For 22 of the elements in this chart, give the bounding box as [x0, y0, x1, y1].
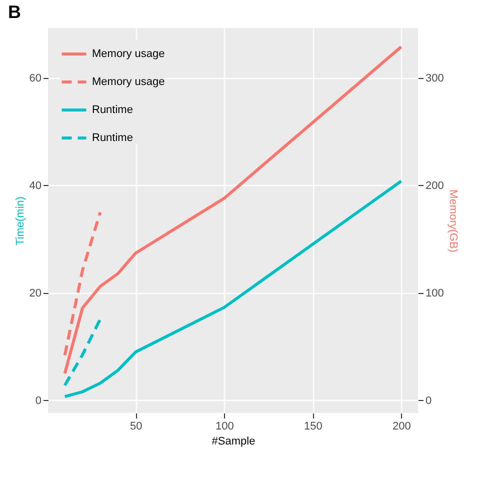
x-tick-label: 200 [392, 420, 411, 432]
y2-tick-label: 200 [426, 180, 444, 192]
x-tick-label: 150 [304, 420, 322, 432]
x-tick-label: 50 [130, 420, 142, 432]
y-tick-label: 0 [35, 394, 42, 407]
line-series [63, 180, 403, 398]
y2-axis-title: Memory(GB) [446, 190, 459, 252]
y-tick-label: 60 [29, 72, 42, 84]
y2-tick-label: 0 [426, 394, 432, 407]
legend-label: Memory usage [92, 48, 165, 60]
y-tick-label: 20 [29, 287, 42, 300]
chart-title: B [8, 2, 21, 22]
y-tick-label: 40 [29, 180, 42, 192]
y2-tick-label: 100 [426, 287, 444, 300]
legend-label: Memory usage [92, 76, 165, 88]
y-axis-title: Time(min) [14, 196, 26, 246]
legend-label: Runtime [92, 132, 133, 144]
y2-tick-label: 300 [426, 72, 444, 84]
x-axis-title: #Sample [212, 436, 256, 448]
x-tick-label: 100 [215, 420, 234, 432]
line-series [63, 45, 403, 376]
legend-label: Runtime [92, 104, 133, 116]
